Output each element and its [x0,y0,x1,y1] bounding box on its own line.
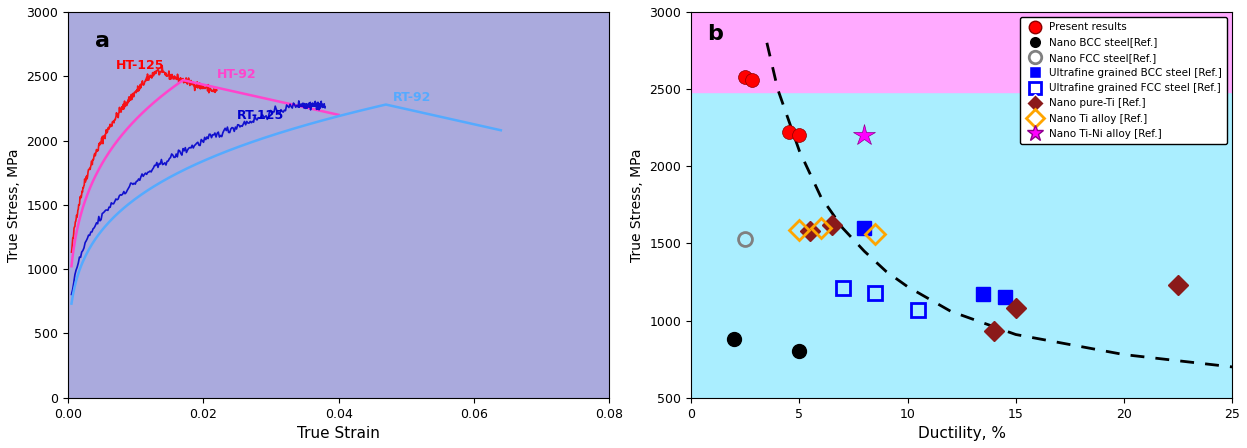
Bar [691,12,1232,92]
Text: HT-92: HT-92 [217,68,257,81]
Text: b: b [707,23,723,43]
Text: a: a [95,31,110,51]
X-axis label: True Strain: True Strain [297,426,380,441]
Text: RT-92: RT-92 [393,90,431,103]
Text: RT-125: RT-125 [237,109,284,122]
X-axis label: Ductility, %: Ductility, % [918,426,1005,441]
Y-axis label: True Stress, MPa: True Stress, MPa [7,148,21,262]
Legend: Present results, Nano BCC steel[Ref.], Nano FCC steel[Ref.], Ultrafine grained B: Present results, Nano BCC steel[Ref.], N… [1020,17,1227,144]
Y-axis label: True Stress, MPa: True Stress, MPa [630,148,643,262]
Text: HT-125: HT-125 [116,59,163,72]
